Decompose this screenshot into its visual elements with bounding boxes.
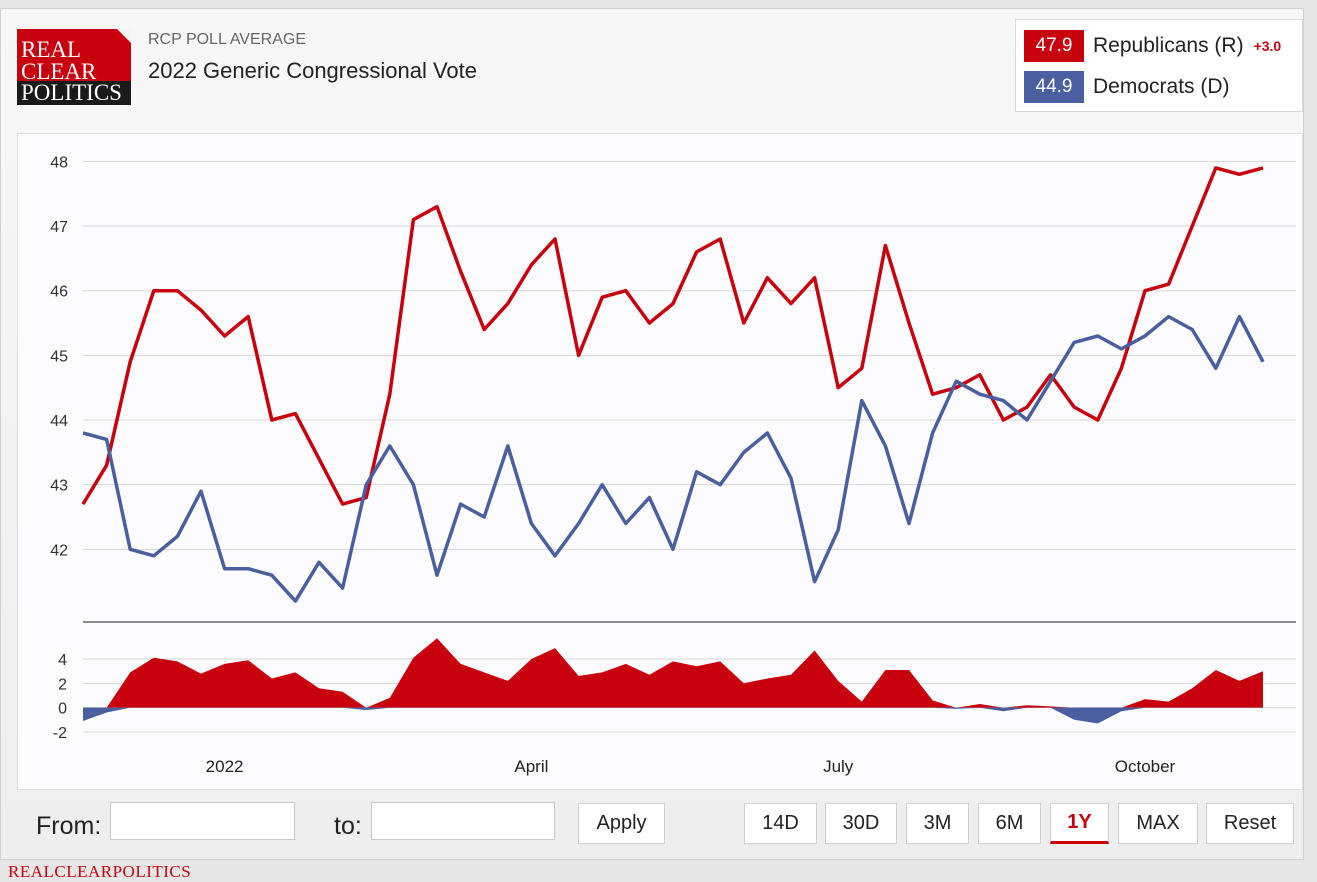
range-button-6m[interactable]: 6M: [978, 803, 1041, 844]
range-button-max[interactable]: MAX: [1118, 803, 1198, 844]
y-tick-label: 45: [50, 348, 68, 365]
democrat-value-badge: 44.9: [1024, 71, 1084, 103]
to-label: to:: [334, 812, 362, 840]
democrats-line: [82, 314, 1265, 603]
footer-brand[interactable]: REALCLEARPOLITICS: [8, 862, 192, 881]
poll-average-kicker: RCP POLL AVERAGE: [148, 31, 306, 48]
range-button-3m[interactable]: 3M: [906, 803, 969, 844]
legend-democrats: 44.9 Democrats (D): [1024, 71, 1230, 103]
spread-area-democrat: [83, 707, 1263, 724]
y-tick-label: 42: [50, 542, 68, 559]
y-tick-label: 44: [50, 413, 68, 430]
spread-y-tick-label: 0: [58, 701, 67, 718]
spread-y-tick-label: 4: [58, 652, 67, 669]
legend-republicans: 47.9 Republicans (R) +3.0: [1024, 30, 1281, 62]
legend-box: 47.9 Republicans (R) +3.0 44.9 Democrats…: [1015, 19, 1303, 112]
rcp-logo[interactable]: REAL CLEAR POLITICS: [17, 29, 131, 105]
spread-y-tick-label: 2: [58, 676, 67, 693]
x-tick-label: July: [823, 757, 854, 776]
from-label: From:: [36, 812, 102, 840]
apply-button[interactable]: Apply: [578, 803, 665, 844]
republican-label: Republicans (R): [1093, 34, 1244, 57]
spread-badge: +3.0: [1253, 38, 1282, 54]
democrat-label: Democrats (D): [1093, 75, 1230, 98]
range-button-30d[interactable]: 30D: [825, 803, 897, 844]
republican-value-badge: 47.9: [1024, 30, 1084, 62]
range-button-1y[interactable]: 1Y: [1050, 803, 1109, 844]
x-tick-label: 2022: [206, 757, 244, 776]
republicans-line: [81, 166, 1264, 506]
spread-area-republican: [83, 638, 1263, 708]
x-tick-label: April: [514, 757, 548, 776]
chart-panel: 42 43 44 45 46 47 48 4 2 0 -2 2022 April July October: [17, 133, 1303, 790]
y-tick-label: 46: [50, 284, 68, 301]
x-tick-label: October: [1115, 757, 1176, 776]
y-tick-label: 43: [50, 478, 68, 495]
chart-title: 2022 Generic Congressional Vote: [148, 58, 477, 83]
spread-y-tick-label: -2: [53, 725, 67, 742]
from-date-input[interactable]: [110, 802, 295, 840]
to-date-input[interactable]: [371, 802, 555, 840]
range-button-14d[interactable]: 14D: [744, 803, 817, 844]
y-tick-label: 47: [50, 219, 68, 236]
reset-button[interactable]: Reset: [1206, 803, 1294, 844]
y-tick-label: 48: [50, 154, 68, 171]
